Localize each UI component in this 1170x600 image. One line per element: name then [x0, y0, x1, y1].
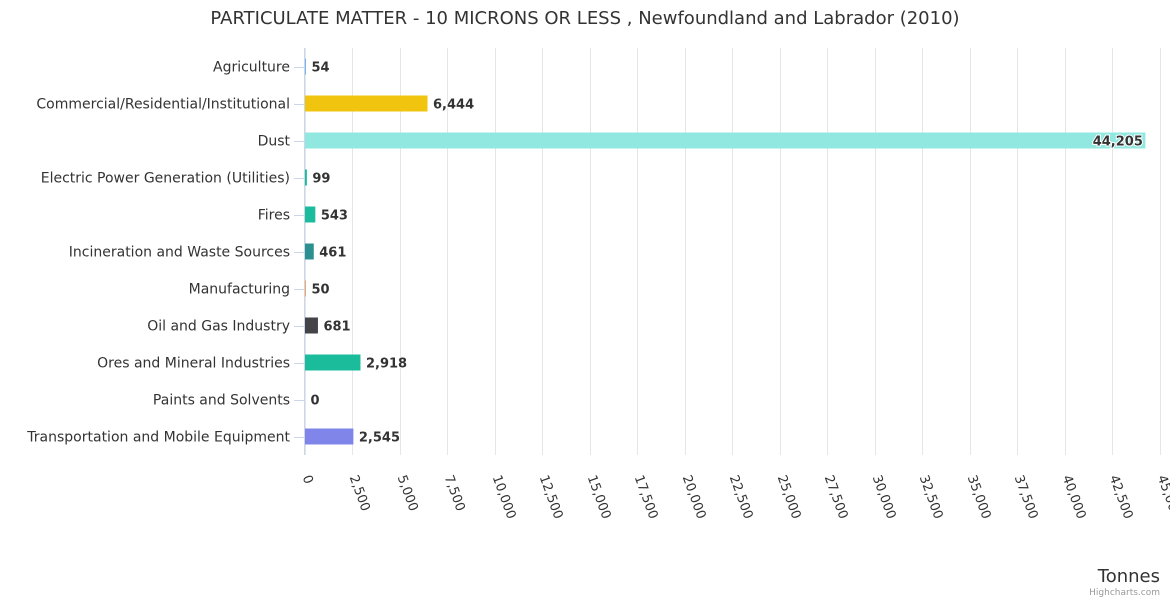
bar[interactable] [305, 317, 318, 334]
tick-label: 15,000 [584, 473, 614, 521]
data-label: 6,444 [433, 98, 474, 113]
category-label: Oil and Gas Industry [147, 319, 290, 335]
category-labels: Agriculture Commercial/Residential/Instit… [26, 60, 304, 446]
category-label: Agriculture [213, 60, 290, 76]
data-label: 54 [312, 61, 330, 76]
category-label: Paints and Solvents [153, 393, 290, 409]
bar[interactable] [305, 132, 1146, 149]
tick-label: 17,500 [631, 473, 661, 521]
tick-label: 45,000 [1154, 473, 1170, 521]
data-label: 461 [319, 246, 346, 261]
data-label: 543 [321, 209, 348, 224]
tick-label: 40,000 [1059, 473, 1089, 521]
chart-title: PARTICULATE MATTER - 10 MICRONS OR LESS … [210, 8, 959, 29]
tick-label: 35,000 [964, 473, 994, 521]
tick-label: 25,000 [774, 473, 804, 521]
tick-label: 30,000 [869, 473, 899, 521]
bar[interactable] [305, 243, 314, 260]
tick-label: 22,500 [726, 473, 756, 521]
bar[interactable] [305, 95, 428, 112]
category-label: Manufacturing [189, 282, 290, 298]
bar[interactable] [305, 354, 361, 371]
bar[interactable] [305, 58, 307, 75]
tick-label: 42,500 [1106, 473, 1136, 521]
tick-label: 27,500 [821, 473, 851, 521]
data-label: 2,918 [366, 357, 407, 372]
category-label: Dust [258, 134, 291, 150]
tick-label: 12,500 [536, 473, 566, 521]
category-label: Incineration and Waste Sources [69, 245, 290, 261]
category-label: Electric Power Generation (Utilities) [41, 171, 290, 187]
bar[interactable] [305, 206, 316, 223]
category-label: Fires [258, 208, 290, 224]
tick-label: 32,500 [916, 473, 946, 521]
bar[interactable] [305, 428, 354, 445]
tick-label: 2,500 [346, 473, 373, 513]
bar[interactable] [305, 169, 307, 186]
tick-label: 0 [299, 473, 316, 486]
data-label: 44,205 [1093, 135, 1143, 150]
data-label: 50 [311, 283, 329, 298]
gridlines [305, 48, 1161, 455]
category-label: Transportation and Mobile Equipment [26, 430, 290, 446]
bars [305, 58, 1146, 445]
tick-labels: 0 2,500 5,000 7,500 10,000 12,500 15,000 17,500… [299, 473, 1170, 521]
category-label: Commercial/Residential/Institutional [36, 97, 290, 113]
bar[interactable] [305, 280, 306, 297]
tick-label: 20,000 [679, 473, 709, 521]
tick-label: 37,500 [1011, 473, 1041, 521]
tick-label: 5,000 [394, 473, 421, 513]
data-label: 681 [323, 320, 350, 335]
value-axis-title: Tonnes [1097, 566, 1160, 587]
data-labels: 54 6,444 44,205 99 543 461 50 681 2,918 0 2,545 [310, 60, 1144, 447]
data-label: 99 [312, 172, 330, 187]
data-label: 0 [311, 394, 320, 409]
credits-link[interactable]: Highcharts.com [1089, 588, 1160, 598]
category-label: Ores and Mineral Industries [97, 356, 290, 372]
tick-label: 10,000 [489, 473, 519, 521]
data-label: 2,545 [359, 431, 400, 446]
tick-label: 7,500 [441, 473, 468, 513]
